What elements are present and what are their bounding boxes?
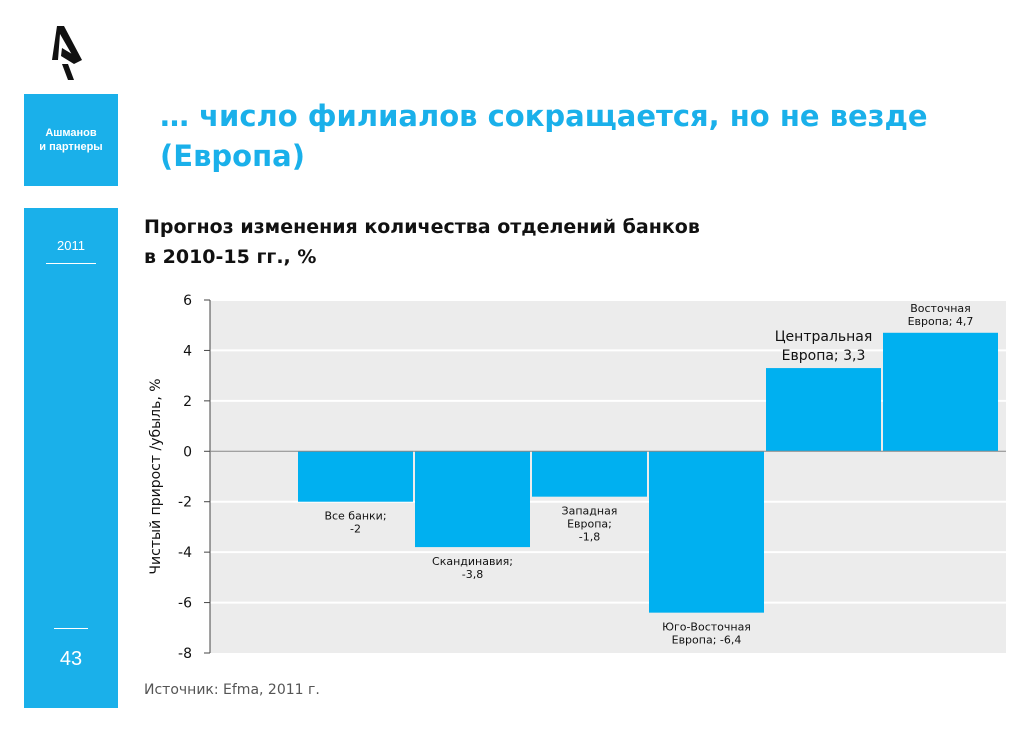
page-number: 43 [59,648,83,670]
year-label: 2011 [57,238,85,253]
company-logo [48,26,88,82]
y-tick-label: 2 [183,394,192,410]
data-label: Европа; 4,7 [908,315,974,328]
data-label: Европа; [567,518,612,531]
bar-4 [649,451,764,613]
data-label: -2 [350,523,361,536]
page-headline: … число филиалов сокращается, но не везд… [160,96,1000,176]
data-label: Юго-Восточная [662,621,751,634]
y-tick-label: -4 [178,545,192,561]
data-label: -1,8 [579,531,600,544]
source-note: Источник: Efma, 2011 г. [144,682,320,698]
y-tick-label: -6 [178,596,192,612]
brand-name-line2: и партнеры [39,141,103,153]
data-label: Восточная [910,302,971,315]
brand-box: Ашманов и партнеры [24,94,118,186]
data-label: -3,8 [462,568,483,581]
y-tick-label: 0 [183,444,192,460]
y-tick-label: 4 [183,343,192,359]
bar-3 [532,451,647,497]
chart-title-line1: Прогноз изменения количества отделений б… [144,216,700,238]
y-tick-label: -2 [178,495,192,511]
year-divider [46,263,96,264]
data-label: Скандинавия; [432,555,513,568]
brand-name-line1: Ашманов [45,127,97,139]
bar-6 [883,332,998,452]
headline-line2: (Европа) [160,139,305,173]
data-label: Европа; 3,3 [782,348,866,364]
y-tick-label: 6 [183,293,192,309]
bar-5 [766,368,881,452]
headline-line1: … число филиалов сокращается, но не везд… [160,99,928,133]
data-label: Центральная [775,329,873,345]
bar-1 [298,451,413,502]
data-label: Европа; -6,4 [672,634,742,647]
chart-title-line2: в 2010-15 гг., % [144,246,317,268]
data-label: Все банки; [324,510,386,523]
y-axis-label: Чистый прирост /убыль, % [148,378,164,574]
page-divider [54,628,88,629]
sidebar: 2011 43 [24,208,118,708]
chart-title: Прогноз изменения количества отделений б… [144,212,904,272]
data-label: Западная [562,505,618,518]
y-tick-label: -8 [178,646,192,662]
bar-chart: 6 4 2 0 -2 -4 -6 -8 Чистый прирост /убыль, % Все … [148,293,1006,662]
bar-2 [415,451,530,548]
